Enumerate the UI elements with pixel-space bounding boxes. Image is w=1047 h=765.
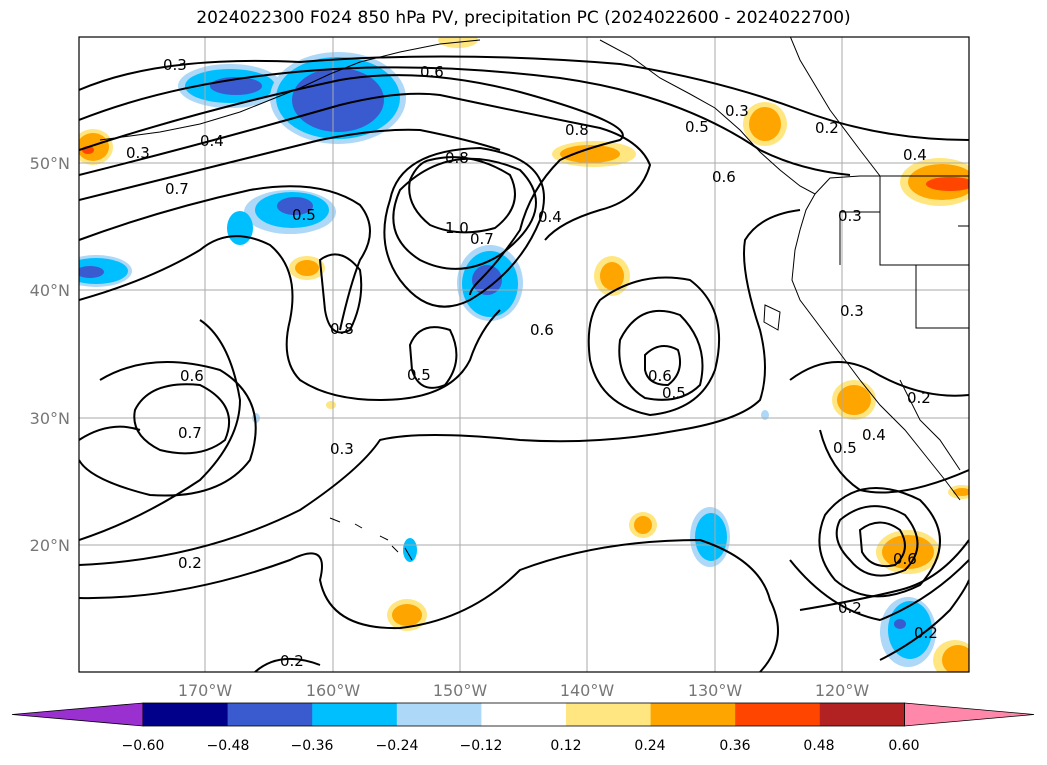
contour-label: 0.4 [200, 132, 224, 150]
lon-tick-label: 130°W [688, 681, 743, 700]
contour-label: 0.5 [833, 439, 857, 457]
contour-label: 0.8 [565, 121, 589, 139]
colorbar-tick-label: 0.48 [803, 738, 834, 754]
lat-tick-label: 40°N [30, 281, 70, 300]
contour-label: 0.7 [178, 424, 202, 442]
lon-tick-labels: 170°W 160°W 150°W 140°W 130°W 120°W [178, 681, 870, 700]
contour-label: 0.4 [538, 208, 562, 226]
colorbar-tick-label: −0.36 [291, 738, 334, 754]
colorbar-tick-label: −0.24 [376, 738, 419, 754]
colorbar [11, 702, 1035, 727]
contour-label: 0.6 [420, 63, 444, 81]
contour-labels: 0.3 0.6 0.4 0.3 0.8 0.8 0.2 0.3 0.5 0.4 … [126, 56, 938, 670]
contour-label: 0.8 [330, 320, 354, 338]
contour-label: 0.3 [838, 207, 862, 225]
colorbar-tick-label: 0.60 [888, 738, 919, 754]
contour-label: 0.3 [725, 102, 749, 120]
colorbar-segment [143, 703, 229, 726]
contour-label: 1.0 [445, 219, 469, 237]
contour-label: 0.8 [445, 149, 469, 167]
contour-label: 0.3 [840, 302, 864, 320]
coastlines [99, 37, 969, 561]
colorbar-tick-label: 0.24 [634, 738, 665, 754]
map-area: 0.3 0.6 0.4 0.3 0.8 0.8 0.2 0.3 0.5 0.4 … [79, 37, 969, 672]
lon-tick-label: 140°W [560, 681, 615, 700]
lat-tick-labels: 50°N 40°N 30°N 20°N [30, 154, 70, 555]
colorbar-extend-high [904, 702, 1035, 727]
colorbar-segment [735, 703, 821, 726]
contour-label: 0.2 [907, 389, 931, 407]
colorbar-segment [481, 703, 567, 726]
lat-tick-label: 30°N [30, 409, 70, 428]
lat-tick-label: 20°N [30, 536, 70, 555]
colorbar-segment [650, 703, 736, 726]
contour-label: 0.5 [685, 118, 709, 136]
lon-tick-label: 120°W [815, 681, 870, 700]
contour-label: 0.4 [862, 426, 886, 444]
colorbar-tick-label: 0.36 [719, 738, 750, 754]
colorbar-tick-label: −0.48 [207, 738, 250, 754]
contour-label: 0.2 [280, 652, 304, 670]
colorbar-segment [396, 703, 482, 726]
contour-label: 0.2 [178, 554, 202, 572]
colorbar-tick-label: −0.60 [122, 738, 165, 754]
contour-label: 0.6 [893, 550, 917, 568]
contour-label: 0.6 [648, 367, 672, 385]
precip-shading [79, 37, 969, 672]
contour-label: 0.4 [903, 146, 927, 164]
contour-label: 0.7 [470, 230, 494, 248]
map-frame [78, 36, 970, 673]
contour-label: 0.5 [292, 206, 316, 224]
colorbar-extend-low [11, 702, 144, 727]
pv-contours [79, 55, 969, 672]
contour-label: 0.5 [662, 384, 686, 402]
contour-label: 0.6 [712, 168, 736, 186]
contour-label: 0.3 [163, 56, 187, 74]
colorbar-tick-label: 0.12 [550, 738, 581, 754]
contour-label: 0.6 [180, 367, 204, 385]
contour-label: 0.6 [530, 321, 554, 339]
lon-tick-label: 160°W [306, 681, 361, 700]
lat-tick-label: 50°N [30, 154, 70, 173]
contour-label: 0.2 [838, 599, 862, 617]
colorbar-segment [566, 703, 652, 726]
colorbar-tick-label: −0.12 [460, 738, 503, 754]
contour-label: 0.2 [914, 624, 938, 642]
colorbar-segment [819, 703, 905, 726]
map-title: 2024022300 F024 850 hPa PV, precipitatio… [196, 8, 851, 28]
contour-label: 0.3 [126, 144, 150, 162]
colorbar-segment [312, 703, 398, 726]
contour-label: 0.5 [407, 366, 431, 384]
lon-tick-label: 170°W [178, 681, 233, 700]
lon-tick-label: 150°W [433, 681, 488, 700]
contour-label: 0.7 [165, 180, 189, 198]
colorbar-tick-labels: −0.60 −0.48 −0.36 −0.24 −0.12 0.12 0.24 … [122, 738, 920, 754]
contour-label: 0.2 [815, 119, 839, 137]
colorbar-frame [142, 702, 905, 727]
contour-label: 0.3 [330, 440, 354, 458]
colorbar-segment [227, 703, 313, 726]
